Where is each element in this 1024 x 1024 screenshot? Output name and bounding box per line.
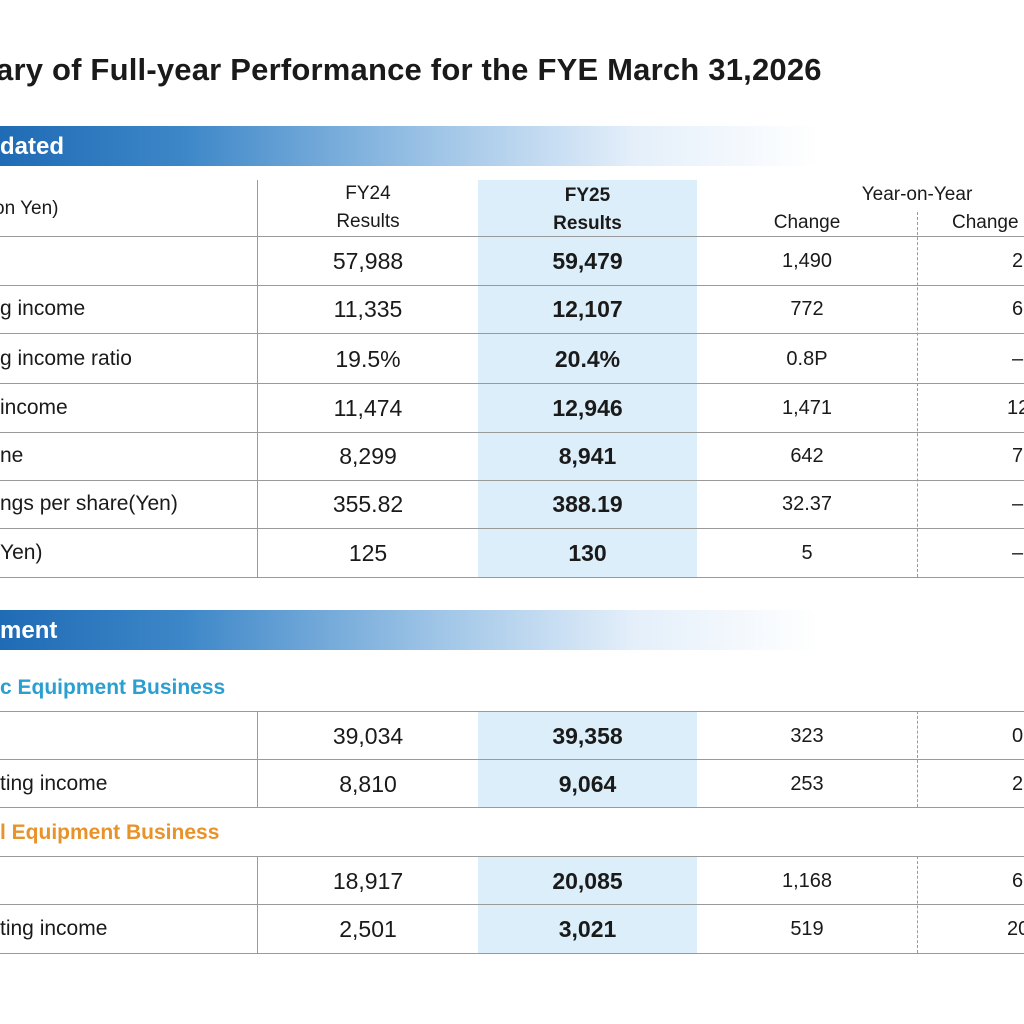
fy25-value: 388.19 xyxy=(552,491,623,517)
fy25-value: 20.4% xyxy=(554,346,621,372)
row-label: ting income xyxy=(0,772,108,795)
section-band-consolidated: dated xyxy=(0,126,1024,166)
fy25-value: 130 xyxy=(568,540,607,566)
fy24-value: 2,501 xyxy=(339,916,397,942)
section-title-consolidated: dated xyxy=(0,133,65,160)
column-divider-dashed xyxy=(917,711,918,807)
row-divider xyxy=(0,285,1024,286)
row-divider xyxy=(0,383,1024,384)
change-pct-value: 6 xyxy=(1012,870,1024,892)
row-label: Yen) xyxy=(0,541,43,564)
change-pct-value: 2 xyxy=(1012,773,1024,795)
row-divider xyxy=(0,904,1024,905)
row-divider xyxy=(0,577,1024,578)
change-value: 1,490 xyxy=(781,250,833,272)
row-divider xyxy=(0,807,1024,808)
row-divider xyxy=(0,432,1024,433)
row-divider xyxy=(0,480,1024,481)
change-pct-value: 20 xyxy=(1007,918,1024,940)
row-divider xyxy=(0,528,1024,529)
row-label: g income xyxy=(0,297,86,320)
fy24-value: 19.5% xyxy=(335,346,401,372)
change-pct-value: 0 xyxy=(1012,725,1024,747)
change-value: 0.8P xyxy=(786,348,828,370)
fy24-value: 8,299 xyxy=(339,443,397,469)
change-value: 642 xyxy=(790,445,824,467)
column-divider xyxy=(257,180,258,577)
row-divider xyxy=(0,711,1024,712)
segment-title-2: l Equipment Business xyxy=(0,821,220,844)
fy24-value: 11,474 xyxy=(333,395,403,421)
row-divider xyxy=(0,759,1024,760)
change-header: Change xyxy=(773,212,841,233)
fy25-value: 39,358 xyxy=(552,723,623,749)
fy24-value: 57,988 xyxy=(332,248,404,274)
row-label: ngs per share(Yen) xyxy=(0,492,178,515)
fy25-value: 8,941 xyxy=(558,443,617,469)
fy24-value: 11,335 xyxy=(333,296,403,322)
section-title-segment: ment xyxy=(0,617,58,644)
change-value: 772 xyxy=(790,298,824,320)
fy24-value: 125 xyxy=(348,540,388,566)
change-pct-value: – xyxy=(1012,348,1024,370)
change-pct-value: 12 xyxy=(1007,397,1024,419)
change-value: 519 xyxy=(790,918,824,940)
row-label: ting income xyxy=(0,917,108,940)
change-value: 323 xyxy=(790,725,824,747)
fy24-value: 18,917 xyxy=(332,868,404,894)
unit-label: on Yen) xyxy=(0,198,59,219)
fy25-value: 59,479 xyxy=(552,248,623,274)
page-title: ary of Full-year Performance for the FYE… xyxy=(0,52,822,87)
fy25-value: 12,107 xyxy=(552,296,623,322)
fy24-header-line2: Results xyxy=(336,211,400,232)
change-pct-value: 7 xyxy=(1012,445,1024,467)
column-divider-dashed xyxy=(917,212,918,577)
change-value: 1,168 xyxy=(781,870,833,892)
fy25-highlight-segment-1 xyxy=(478,712,697,808)
row-label: income xyxy=(0,396,68,419)
fy25-value: 3,021 xyxy=(558,916,617,942)
change-pct-header: Change xyxy=(952,212,1019,233)
column-divider xyxy=(257,711,258,807)
change-value: 5 xyxy=(801,542,813,564)
row-label: g income ratio xyxy=(0,347,132,370)
fy25-value: 9,064 xyxy=(558,771,617,797)
row-divider xyxy=(0,333,1024,334)
row-divider xyxy=(0,953,1024,954)
fy25-header-line1: FY25 xyxy=(564,185,611,206)
row-divider xyxy=(0,856,1024,857)
column-divider xyxy=(257,856,258,953)
section-band-segment: ment xyxy=(0,610,1024,650)
segment-title-1: c Equipment Business xyxy=(0,676,226,699)
fy25-value: 20,085 xyxy=(552,868,623,894)
column-divider-dashed xyxy=(917,856,918,953)
change-value: 253 xyxy=(790,773,824,795)
fy25-highlight-consolidated xyxy=(478,180,697,577)
change-pct-value: 6 xyxy=(1012,298,1024,320)
row-label: ne xyxy=(0,444,24,467)
fy24-header-line1: FY24 xyxy=(345,183,391,204)
change-value: 1,471 xyxy=(781,397,833,419)
change-pct-value: – xyxy=(1012,493,1024,515)
yoy-header: Year-on-Year xyxy=(861,184,973,205)
fy24-value: 39,034 xyxy=(332,723,404,749)
fy25-header-line2: Results xyxy=(553,213,622,234)
fy25-value: 12,946 xyxy=(552,395,623,421)
row-divider xyxy=(0,236,1024,237)
fy24-value: 8,810 xyxy=(339,771,397,797)
change-pct-value: – xyxy=(1012,542,1024,564)
change-value: 32.37 xyxy=(781,493,833,515)
change-pct-value: 2 xyxy=(1012,250,1024,272)
fy24-value: 355.82 xyxy=(332,491,404,517)
